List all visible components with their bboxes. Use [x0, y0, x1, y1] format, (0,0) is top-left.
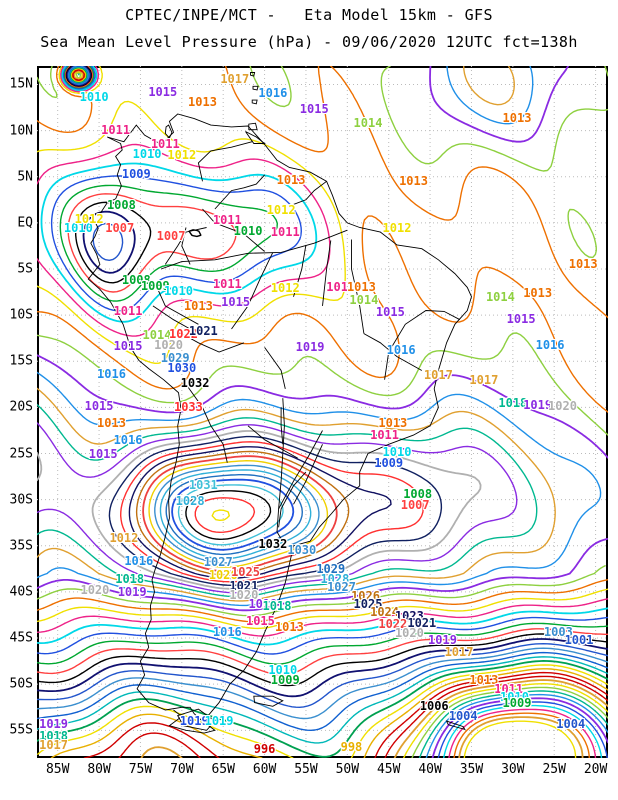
y-axis-tick-label: 5S — [17, 261, 33, 277]
x-axis-tick-label: 85W — [45, 762, 70, 777]
x-axis-tick-label: 50W — [335, 762, 360, 777]
x-axis-tick-label: 20W — [583, 762, 608, 777]
y-axis-tick-label: 25S — [9, 446, 33, 462]
x-axis-tick-label: 60W — [252, 762, 277, 777]
x-axis-tick-label: 40W — [418, 762, 442, 777]
x-axis-tick-label: 35W — [459, 762, 484, 777]
y-axis-tick-label: 30S — [9, 492, 33, 508]
map-plot-area[interactable]: 1010 1013 1015 1016 1017 1015 1014 1013 1011 1011… — [37, 66, 608, 758]
x-axis-longitude: 85W 80W 75W 70W 65W 60W 55W 50W 45W 40W 35W 30W 25W 2… — [37, 760, 608, 788]
y-axis-latitude: 15N 10N 5N EQ 5S 10S 15S 20S 25S 30S 35S 40S 45S 50S 5… — [0, 66, 37, 758]
model-title: CPTEC/INPE/MCT - Eta Model 15km - GFS — [125, 6, 493, 24]
x-axis-tick-label: 75W — [128, 762, 153, 777]
y-axis-tick-label: 35S — [9, 538, 33, 554]
x-axis-tick-label: 70W — [170, 762, 194, 777]
x-axis-tick-label: 65W — [211, 762, 235, 777]
y-axis-tick-label: 15N — [9, 76, 33, 92]
y-axis-tick-label: 50S — [9, 676, 33, 692]
field-title: Sea Mean Level Pressure (hPa) - 09/06/20… — [40, 33, 578, 51]
x-axis-tick-label: 80W — [87, 762, 111, 777]
x-axis-tick-label: 45W — [376, 762, 401, 777]
y-axis-tick-label: 55S — [9, 722, 33, 738]
x-axis-tick-label: 30W — [501, 762, 525, 777]
y-axis-tick-label: 20S — [9, 399, 33, 415]
y-axis-tick-label: 15S — [9, 353, 33, 369]
coastlines-and-borders — [87, 72, 472, 734]
isobar-contours — [37, 66, 608, 758]
x-axis-tick-label: 55W — [294, 762, 318, 777]
y-axis-tick-label: 10N — [9, 123, 33, 139]
y-axis-tick-label: 40S — [9, 584, 33, 600]
contour-map-svg — [37, 66, 608, 758]
chart-title-block: CPTEC/INPE/MCT - Eta Model 15km - GFS Se… — [0, 0, 618, 58]
y-axis-tick-label: 5N — [17, 169, 33, 185]
y-axis-tick-label: 10S — [9, 307, 33, 323]
y-axis-tick-label: 45S — [9, 630, 33, 646]
x-axis-tick-label: 25W — [542, 762, 566, 777]
y-axis-tick-label: EQ — [17, 215, 33, 231]
